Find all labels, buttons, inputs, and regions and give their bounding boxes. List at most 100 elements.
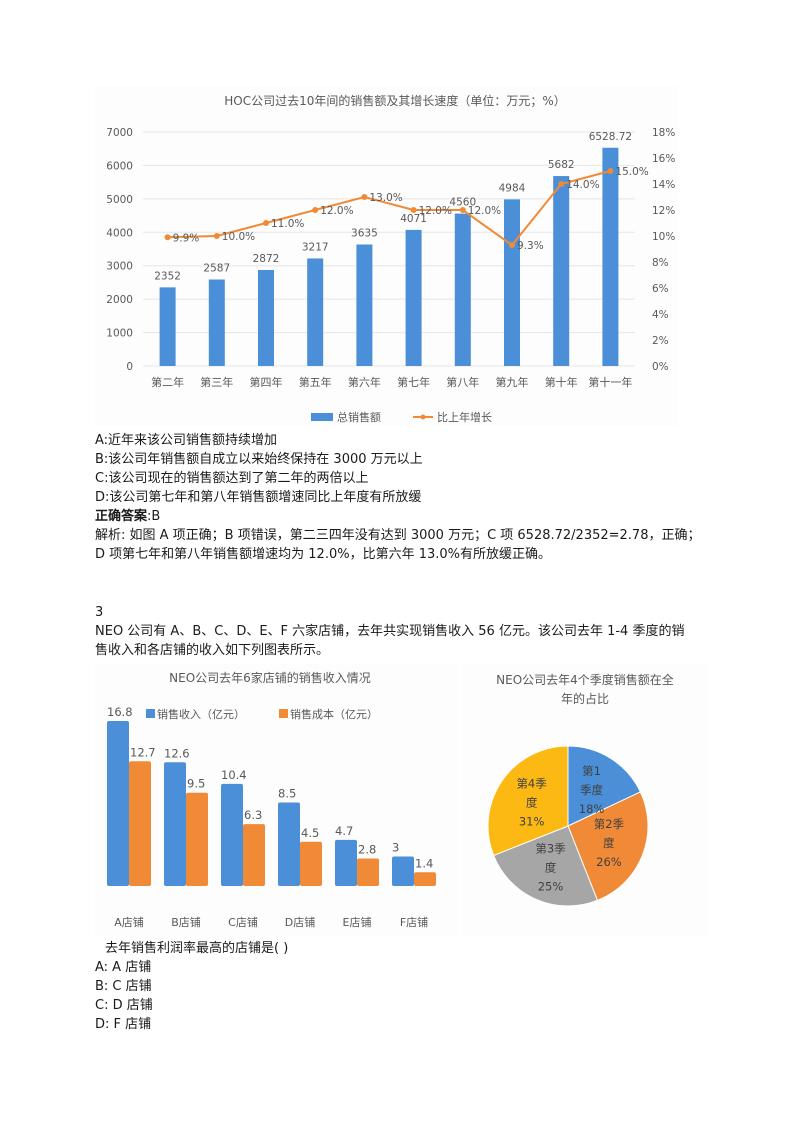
q3-stem-line1: NEO 公司有 A、B、C、D、E、F 六家店铺，去年共实现销售收入 56 亿元… <box>95 624 685 639</box>
pie-label: 26% <box>596 855 622 869</box>
neo-quarters-svg: NEO公司去年4个季度销售额在全 年的占比 第1季度18%第2季度26%第3季度… <box>487 672 674 907</box>
sales-bar <box>356 244 373 366</box>
q3-option-d: D: F 店铺 <box>95 1017 152 1032</box>
right-tick: 12% <box>652 205 675 217</box>
right-tick: 4% <box>652 309 669 321</box>
cost-bar <box>300 841 322 886</box>
revenue-bar <box>392 856 414 886</box>
growth-marker <box>312 207 319 213</box>
sales-bar <box>553 176 570 366</box>
pie-title-line2: 年的占比 <box>561 691 609 706</box>
left-tick: 7000 <box>106 127 133 139</box>
sales-bar-label: 4560 <box>449 197 476 209</box>
growth-label: 9.9% <box>173 232 200 244</box>
store-label: B店铺 <box>171 915 201 929</box>
cost-bar <box>357 858 379 886</box>
q2-option-d: D:该公司第七年和第八年销售额增速同比上年度有所放缓 <box>95 490 422 505</box>
pie-label: 第1 <box>582 764 601 778</box>
x-category-label: 第二年 <box>151 375 184 389</box>
revenue-label: 16.8 <box>107 705 133 719</box>
growth-label: 10.0% <box>222 231 255 243</box>
right-tick: 14% <box>652 179 675 191</box>
pie-label: 度 <box>545 860 557 874</box>
neo-stores-x-axis: A店铺 B店铺 C店铺 D店铺 E店铺 F店铺 <box>114 915 428 929</box>
revenue-label: 8.5 <box>278 787 296 801</box>
q3-number: 3 <box>95 605 104 620</box>
pie-label: 季度 <box>580 783 603 797</box>
hoc-chart-title: HOC公司过去10年间的销售额及其增长速度（单位：万元；%） <box>224 93 566 108</box>
q2-option-b: B:该公司年销售额自成立以来始终保持在 3000 万元以上 <box>95 452 423 467</box>
pie-label: 度 <box>526 795 538 809</box>
sales-bar <box>602 147 619 366</box>
pie-slice <box>567 745 642 827</box>
cost-label: 12.7 <box>130 745 156 759</box>
x-category-label: 第四年 <box>250 375 283 389</box>
hoc-chart-svg: HOC公司过去10年间的销售额及其增长速度（单位：万元；%） 0 1000 2000… <box>106 93 675 424</box>
growth-marker <box>361 194 368 200</box>
cost-bar <box>186 792 208 886</box>
sales-bar <box>405 229 422 366</box>
cost-bar <box>129 761 151 886</box>
q2-option-c: C:该公司现在的销售额达到了第二年的两倍以上 <box>95 471 369 486</box>
revenue-label: 3 <box>392 841 399 855</box>
sales-bar-label: 4984 <box>499 182 526 194</box>
q3-stem-line2: 售收入和各店铺的收入如下列图表所示。 <box>95 643 330 658</box>
pie-label: 31% <box>519 814 545 828</box>
x-category-label: 第三年 <box>200 375 233 389</box>
legend-cost-swatch <box>279 709 288 718</box>
growth-label: 12.0% <box>468 205 501 217</box>
cost-label: 4.5 <box>301 826 319 840</box>
right-tick: 10% <box>652 231 675 243</box>
pie-label: 25% <box>538 879 564 893</box>
left-tick: 6000 <box>106 160 133 172</box>
hoc-sales-chart: HOC公司过去10年间的销售额及其增长速度（单位：万元；%） 0 1000 2000… <box>95 86 677 426</box>
hoc-left-axis: 0 1000 2000 3000 4000 5000 6000 7000 <box>106 127 133 373</box>
legend-bar-swatch <box>311 413 333 421</box>
sales-bar-label: 4071 <box>400 213 427 225</box>
hoc-x-axis: 第二年 第三年 第四年 第五年 第六年 第七年 第八年 第九年 第十年 第十一年 <box>151 375 632 389</box>
sales-bar-label: 3635 <box>351 227 378 239</box>
legend-revenue-swatch <box>146 709 155 718</box>
x-category-label: 第八年 <box>446 375 479 389</box>
growth-label: 15.0% <box>615 166 648 178</box>
growth-marker <box>263 220 269 226</box>
pie-label: 第4季 <box>516 776 547 790</box>
pie-slice <box>492 825 599 907</box>
left-tick: 5000 <box>106 194 133 206</box>
hoc-legend: 总销售额 比上年增长 <box>311 410 492 424</box>
sales-bar-label: 2352 <box>154 270 181 282</box>
right-tick: 6% <box>652 283 669 295</box>
growth-label: 9.3% <box>517 240 544 252</box>
revenue-label: 10.4 <box>221 768 247 782</box>
right-tick: 0% <box>652 361 669 373</box>
hoc-bars: 2352 2587 2872 3217 3635 4071 4560 4984 5682 6528… <box>154 131 632 366</box>
growth-marker <box>558 181 565 187</box>
left-tick: 0 <box>126 361 133 373</box>
x-category-label: 第十年 <box>545 375 578 389</box>
revenue-bar <box>221 783 243 886</box>
right-tick: 16% <box>652 153 675 165</box>
right-tick: 2% <box>652 335 669 347</box>
store-label: F店铺 <box>400 915 428 929</box>
legend-line-label: 比上年增长 <box>437 410 492 424</box>
x-category-label: 第九年 <box>496 375 529 389</box>
store-label: C店铺 <box>228 915 258 929</box>
q3-option-a: A: A 店铺 <box>95 960 152 975</box>
legend-cost-label: 销售成本（亿元） <box>290 707 378 721</box>
x-category-label: 第六年 <box>348 375 381 389</box>
growth-marker <box>164 234 171 241</box>
x-category-label: 第七年 <box>397 375 430 389</box>
revenue-bar <box>164 762 186 886</box>
sales-bar <box>208 279 225 366</box>
cost-label: 9.5 <box>187 777 205 791</box>
x-category-label: 第十一年 <box>588 375 632 389</box>
answer-value: :B <box>147 509 161 524</box>
neo-quarters-pie-chart: NEO公司去年4个季度销售额在全 年的占比 第1 季度 18% 第2季度 26% 第3季度… <box>462 664 708 936</box>
growth-marker <box>509 242 515 249</box>
growth-marker <box>459 207 466 213</box>
growth-marker <box>607 168 614 174</box>
legend-bar-label: 总销售额 <box>337 410 381 424</box>
q2-answer: 正确答案:B <box>95 508 160 526</box>
sales-bar-label: 6528.72 <box>589 131 632 143</box>
left-tick: 1000 <box>106 328 133 340</box>
